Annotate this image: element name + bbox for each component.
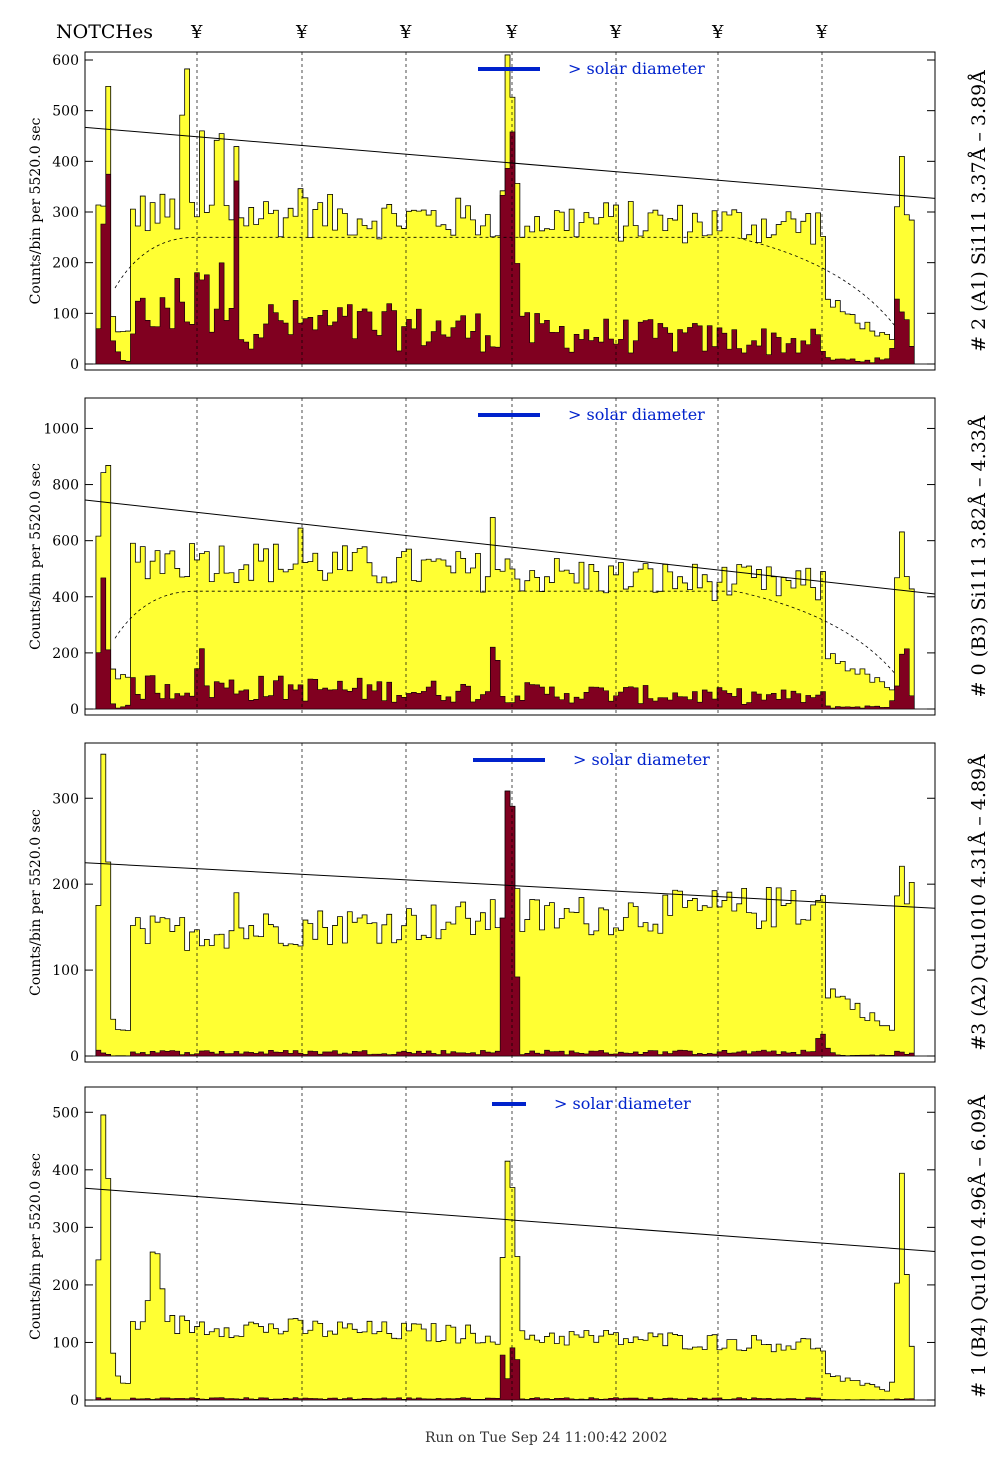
ytick-label: 600 <box>52 53 79 69</box>
ytick-label: 1000 <box>43 421 79 437</box>
ytick-label: 400 <box>52 590 79 606</box>
ytick-label: 200 <box>52 256 79 272</box>
solar-diameter-label: > solar diameter <box>573 750 710 769</box>
ytick-label: 0 <box>70 702 79 718</box>
notch-marker-3: ¥ <box>399 22 412 43</box>
panel-title: # 0 (B3) Si111 3.82Å – 4.33Å <box>968 415 990 697</box>
panel-title: # 2 (A1) Si111 3.37Å – 3.89Å <box>968 70 990 352</box>
panel-1: > solar diameter 600 500 400 300 200 100 0 Count… <box>28 51 990 373</box>
ytick-label: 300 <box>52 791 79 807</box>
y-axis-label: Counts/bin per 5520.0 sec <box>28 463 44 650</box>
ytick-label: 300 <box>52 1220 79 1236</box>
dark-histogram <box>91 1347 929 1401</box>
ytick-label: 200 <box>52 877 79 893</box>
ytick-label: 500 <box>52 1105 79 1121</box>
reference-line <box>84 862 936 909</box>
plot-frame <box>84 1086 936 1407</box>
dark-histogram <box>91 131 929 365</box>
plot-frame <box>84 742 936 1063</box>
dark-histogram <box>91 577 929 710</box>
ytick-label: 300 <box>52 205 79 221</box>
yellow-histogram <box>91 465 929 710</box>
solar-diameter-label: > solar diameter <box>568 59 705 78</box>
yellow-histogram <box>91 1114 929 1401</box>
y-axis-label: Counts/bin per 5520.0 sec <box>28 117 44 304</box>
panel-title: #3 (A2) Qu1010 4.31Å – 4.89Å <box>968 754 990 1051</box>
solar-diameter-label: > solar diameter <box>568 405 705 424</box>
notch-header: NOTCHes ¥ ¥ ¥ ¥ ¥ ¥ ¥ <box>56 21 828 43</box>
y-axis-label: Counts/bin per 5520.0 sec <box>28 1153 44 1340</box>
dashed-curve <box>114 236 896 327</box>
ytick-label: 100 <box>52 963 79 979</box>
solar-diameter-bar <box>478 413 540 417</box>
ytick-label: 0 <box>70 357 79 373</box>
notch-marker-5: ¥ <box>609 22 622 43</box>
ytick-label: 100 <box>52 306 79 322</box>
panel-title: # 1 (B4) Qu1010 4.96Å – 6.09Å <box>968 1095 990 1398</box>
ytick-label: 200 <box>52 1278 79 1294</box>
ytick-label: 500 <box>52 104 79 120</box>
panel-3: > solar diameter 300 200 100 0 Counts/bin per… <box>28 742 990 1065</box>
notch-marker-1: ¥ <box>190 22 203 43</box>
dashed-curve <box>114 590 896 674</box>
solar-diameter-bar <box>473 758 545 762</box>
solar-diameter-bar <box>478 67 540 71</box>
reference-line <box>84 126 936 199</box>
plot-frame <box>84 51 936 371</box>
ytick-label: 0 <box>70 1049 79 1065</box>
ytick-label: 400 <box>52 1163 79 1179</box>
notch-marker-7: ¥ <box>815 22 828 43</box>
solar-diameter-bar <box>492 1102 526 1106</box>
ytick-label: 400 <box>52 154 79 170</box>
notch-marker-6: ¥ <box>711 22 724 43</box>
footer-run-text: Run on Tue Sep 24 11:00:42 2002 <box>425 1430 668 1446</box>
ytick-label: 0 <box>70 1393 79 1409</box>
reference-line <box>84 499 936 595</box>
reference-line <box>84 1187 936 1253</box>
ytick-label: 600 <box>52 534 79 550</box>
ytick-label: 800 <box>52 478 79 494</box>
panel-2: > solar diameter 1000 800 600 400 200 0 Counts/… <box>28 397 990 718</box>
ytick-label: 200 <box>52 646 79 662</box>
y-axis-label: Counts/bin per 5520.0 sec <box>28 809 44 996</box>
panel-4: > solar diameter 500 400 300 200 100 0 Counts/b… <box>28 1086 990 1409</box>
notch-marker-2: ¥ <box>295 22 308 43</box>
ytick-label: 100 <box>52 1335 79 1351</box>
notch-label: NOTCHes <box>56 21 153 43</box>
notch-marker-4: ¥ <box>505 22 518 43</box>
plot-frame <box>84 397 936 716</box>
solar-diameter-label: > solar diameter <box>554 1094 691 1113</box>
dark-histogram <box>91 790 929 1057</box>
